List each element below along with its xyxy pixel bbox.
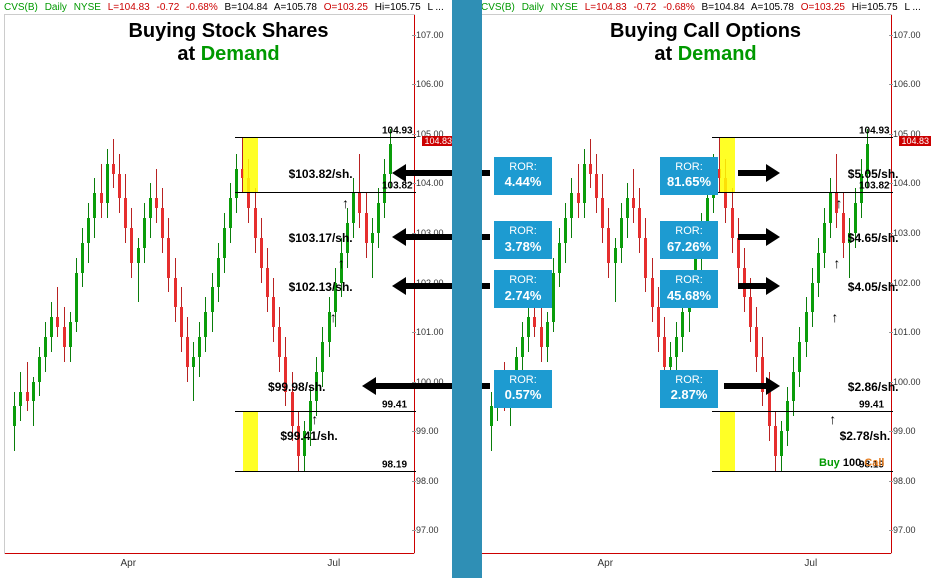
y-tick: 102.00 [893, 278, 931, 288]
demand-zone [243, 137, 257, 192]
x-axis [5, 553, 414, 554]
h-line [712, 411, 893, 412]
price-label: $99.41/sh. [280, 429, 337, 443]
last-price-tag: 104.83 [422, 136, 454, 146]
y-tick: 98.00 [893, 476, 931, 486]
up-arrow-icon: ↑ [829, 412, 836, 426]
y-tick: 100.00 [893, 377, 931, 387]
ror-box: ROR:3.78% [494, 221, 552, 259]
ticker-pct: -0.68% [186, 2, 218, 13]
up-arrow-icon: ↑ [831, 310, 838, 324]
h-line [712, 471, 893, 472]
ticker-ask: A=105.78 [274, 2, 317, 13]
ticker-hi: Hi=105.75 [375, 2, 421, 13]
h-line [235, 471, 416, 472]
title-right: Buying Call Options at Demand [477, 20, 934, 66]
price-label: $99.98/sh. [268, 380, 325, 394]
up-arrow-icon: ↑ [835, 196, 842, 210]
y-tick: 106.00 [893, 79, 931, 89]
ror-box: ROR:81.65% [660, 157, 718, 195]
arrow-icon [738, 283, 768, 289]
price-label: $2.78/sh. [840, 429, 891, 443]
price-label: $102.13/sh. [289, 280, 353, 294]
title-right-line1: Buying Call Options [477, 20, 934, 43]
price-label: $4.05/sh. [848, 280, 899, 294]
h-line-label: 99.41 [859, 399, 884, 410]
x-tick: Jul [804, 558, 817, 569]
h-line [712, 137, 893, 138]
y-tick: 101.00 [416, 327, 454, 337]
title-right-line2: at Demand [477, 43, 934, 66]
title-left-line1: Buying Stock Shares [0, 20, 457, 43]
buy-call-label: Buy 100 Call [819, 457, 884, 469]
chart-left[interactable]: 97.0098.0099.00100.00101.00102.00103.001… [4, 14, 415, 554]
h-line-label: 103.82 [859, 181, 890, 192]
arrow-icon [724, 383, 768, 389]
title-left-line2: at Demand [0, 43, 457, 66]
price-label: $103.17/sh. [289, 231, 353, 245]
ticker-interval: Daily [45, 2, 67, 13]
y-tick: 97.00 [893, 525, 931, 535]
ticker-open: O=103.25 [324, 2, 368, 13]
h-line-label: 98.19 [382, 460, 407, 471]
h-line-label: 104.93 [859, 126, 890, 137]
y-tick: 98.00 [416, 476, 454, 486]
ticker-lo: L ... [427, 2, 443, 13]
x-tick: Apr [121, 558, 137, 569]
demand-zone [720, 411, 734, 471]
up-arrow-icon: ↑ [338, 256, 345, 270]
ticker-line-left: CVS(B) Daily NYSE L=104.83 -0.72 -0.68% … [4, 2, 448, 13]
ror-box: ROR:4.44% [494, 157, 552, 195]
title-left: Buying Stock Shares at Demand [0, 20, 457, 66]
y-tick: 103.00 [893, 228, 931, 238]
h-line [712, 192, 893, 193]
x-axis [482, 553, 891, 554]
up-arrow-icon: ↑ [330, 310, 337, 324]
ror-box: ROR:2.74% [494, 270, 552, 308]
ticker-chg: -0.72 [157, 2, 180, 13]
y-tick: 101.00 [893, 327, 931, 337]
panel-divider [452, 0, 482, 578]
price-label: $2.86/sh. [848, 380, 899, 394]
h-line-label: 99.41 [382, 399, 407, 410]
panel-left: CVS(B) Daily NYSE L=104.83 -0.72 -0.68% … [0, 0, 457, 578]
y-tick: 97.00 [416, 525, 454, 535]
ror-box: ROR:67.26% [660, 221, 718, 259]
h-line-label: 104.93 [382, 126, 413, 137]
x-tick: Apr [598, 558, 614, 569]
arrow-icon [738, 170, 768, 176]
y-tick: 104.00 [893, 178, 931, 188]
ticker-symbol: CVS(B) [4, 2, 38, 13]
y-tick: 99.00 [893, 426, 931, 436]
ror-box: ROR:45.68% [660, 270, 718, 308]
h-line [235, 137, 416, 138]
price-label: $5.05/sh. [848, 167, 899, 181]
x-tick: Jul [327, 558, 340, 569]
up-arrow-icon: ↑ [311, 412, 318, 426]
y-tick: 104.00 [416, 178, 454, 188]
price-label: $103.82/sh. [289, 167, 353, 181]
h-line [235, 411, 416, 412]
up-arrow-icon: ↑ [342, 196, 349, 210]
arrow-icon [738, 234, 768, 240]
demand-zone [243, 411, 257, 471]
last-price-tag: 104.83 [899, 136, 931, 146]
ticker-line-right: CVS(B) Daily NYSE L=104.83 -0.72 -0.68% … [481, 2, 925, 13]
ticker-exchange: NYSE [74, 2, 101, 13]
demand-zone [720, 137, 734, 192]
price-label: $4.65/sh. [848, 231, 899, 245]
y-tick: 106.00 [416, 79, 454, 89]
ticker-last: L=104.83 [108, 2, 150, 13]
ticker-bid: B=104.84 [225, 2, 268, 13]
h-line [235, 192, 416, 193]
up-arrow-icon: ↑ [833, 256, 840, 270]
ror-box: ROR:0.57% [494, 370, 552, 408]
ror-box: ROR:2.87% [660, 370, 718, 408]
y-tick: 99.00 [416, 426, 454, 436]
h-line-label: 103.82 [382, 181, 413, 192]
